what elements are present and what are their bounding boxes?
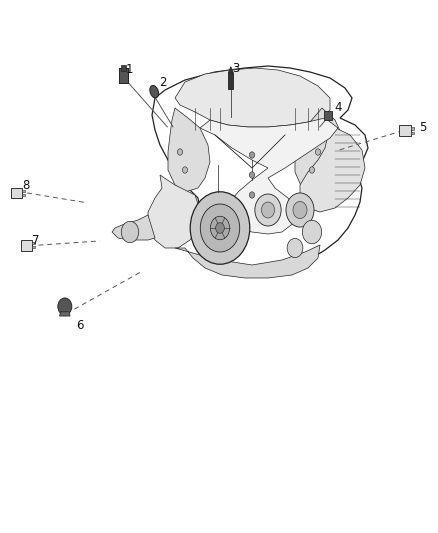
Bar: [228, 73, 233, 89]
Bar: [411, 127, 414, 130]
Text: 6: 6: [76, 319, 84, 332]
Text: 7: 7: [32, 235, 40, 247]
Polygon shape: [168, 108, 210, 192]
Polygon shape: [175, 245, 320, 278]
Circle shape: [121, 221, 139, 243]
Polygon shape: [175, 68, 330, 127]
Circle shape: [215, 223, 224, 233]
Bar: [324, 111, 332, 120]
Bar: [119, 68, 128, 83]
Polygon shape: [228, 67, 233, 73]
Circle shape: [210, 216, 230, 240]
Circle shape: [249, 152, 254, 158]
Bar: [32, 246, 35, 248]
Circle shape: [58, 298, 72, 315]
Text: 1: 1: [125, 63, 133, 76]
Polygon shape: [112, 215, 155, 240]
Bar: [11, 188, 22, 198]
Circle shape: [309, 167, 314, 173]
Polygon shape: [295, 108, 345, 195]
Circle shape: [182, 167, 187, 173]
Text: 8: 8: [23, 179, 30, 192]
Bar: [411, 132, 414, 134]
Circle shape: [255, 194, 281, 226]
Text: 2: 2: [159, 76, 167, 89]
Polygon shape: [200, 118, 338, 234]
Bar: [121, 66, 126, 71]
Circle shape: [249, 192, 254, 198]
Circle shape: [315, 149, 321, 155]
Circle shape: [302, 220, 321, 244]
Circle shape: [249, 172, 254, 178]
Circle shape: [293, 201, 307, 219]
Text: 4: 4: [334, 101, 342, 114]
Polygon shape: [300, 125, 365, 212]
Bar: [32, 242, 35, 244]
Circle shape: [286, 193, 314, 227]
Text: 3: 3: [232, 62, 239, 75]
Polygon shape: [60, 312, 70, 316]
Circle shape: [287, 238, 303, 257]
Circle shape: [190, 192, 250, 264]
Text: 5: 5: [419, 122, 426, 134]
Bar: [22, 190, 25, 192]
Circle shape: [177, 149, 183, 155]
Ellipse shape: [150, 85, 159, 98]
Circle shape: [261, 202, 275, 218]
Polygon shape: [148, 175, 200, 248]
Polygon shape: [152, 66, 368, 272]
Bar: [399, 125, 411, 136]
Bar: [21, 240, 32, 251]
Circle shape: [200, 204, 240, 252]
Bar: [22, 194, 25, 196]
